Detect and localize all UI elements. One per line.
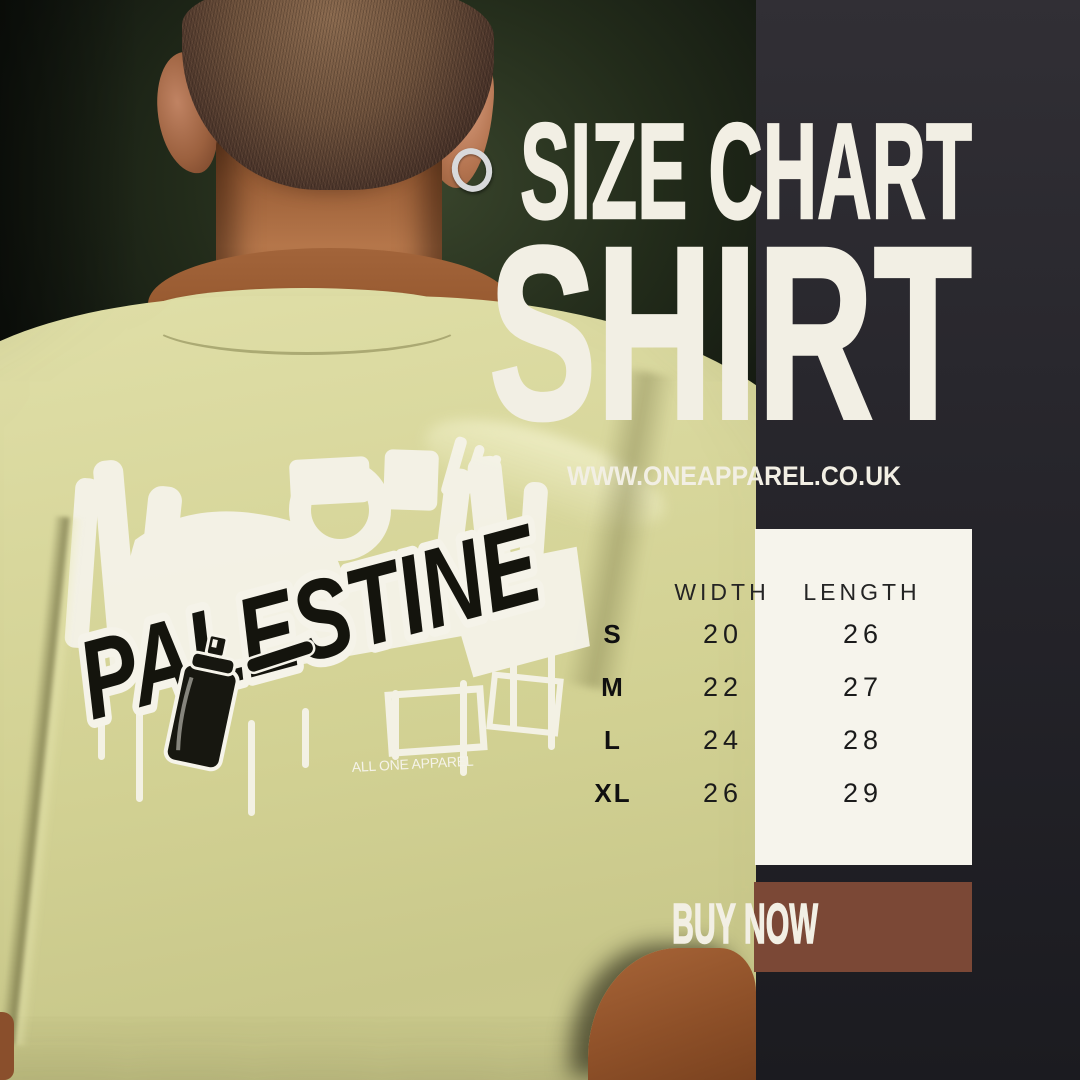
graffiti-background	[64, 436, 590, 816]
page-title-line1: SIZE CHART	[520, 95, 972, 247]
length-value-l: 28	[842, 725, 884, 755]
spray-can-icon	[163, 633, 240, 772]
size-label-l: L	[604, 725, 622, 755]
print-brand-line: ALL ONE APPAREL	[351, 753, 474, 775]
l-slash-mark	[244, 638, 316, 675]
tshirt	[0, 296, 756, 1080]
column-header-length: LENGTH	[803, 579, 921, 605]
website-url-svg: WWW.ONEAPPAREL.CO.UK	[567, 461, 901, 491]
shirt-print: PALESTINE ALL ONE APPAREL	[57, 436, 590, 816]
buy-now-button[interactable]: BUY NOW	[671, 882, 972, 972]
width-value-l: 24	[702, 725, 744, 755]
width-value-m: 22	[702, 672, 744, 702]
width-value-xl: 26	[702, 778, 744, 808]
size-chart-card	[755, 529, 972, 865]
buy-now-label: BUY NOW	[672, 892, 818, 955]
title-line1-svg: SIZE CHART	[519, 94, 974, 249]
column-header-width: WIDTH	[674, 579, 770, 605]
website-url: WWW.ONEAPPAREL.CO.UK	[567, 461, 901, 491]
size-label-m: M	[601, 672, 625, 702]
title-line2-svg: SHIRT	[487, 194, 974, 473]
svg-text:ALL ONE APPAREL: ALL ONE APPAREL	[351, 753, 474, 775]
buy-now-label-svg: BUY NOW	[671, 891, 819, 956]
model-photo: PALESTINE ALL ONE APPAREL	[0, 0, 756, 1080]
length-value-m: 27	[842, 672, 884, 702]
width-value-s: 20	[702, 619, 744, 649]
length-value-xl: 29	[842, 778, 884, 808]
collar-seam	[150, 292, 464, 355]
page-title-line2: SHIRT	[489, 196, 972, 471]
arm-sliver	[0, 1012, 14, 1080]
size-label-s: S	[603, 619, 623, 649]
size-label-xl: XL	[594, 778, 632, 808]
length-value-s: 26	[842, 619, 884, 649]
buzzcut-hair	[182, 0, 494, 190]
